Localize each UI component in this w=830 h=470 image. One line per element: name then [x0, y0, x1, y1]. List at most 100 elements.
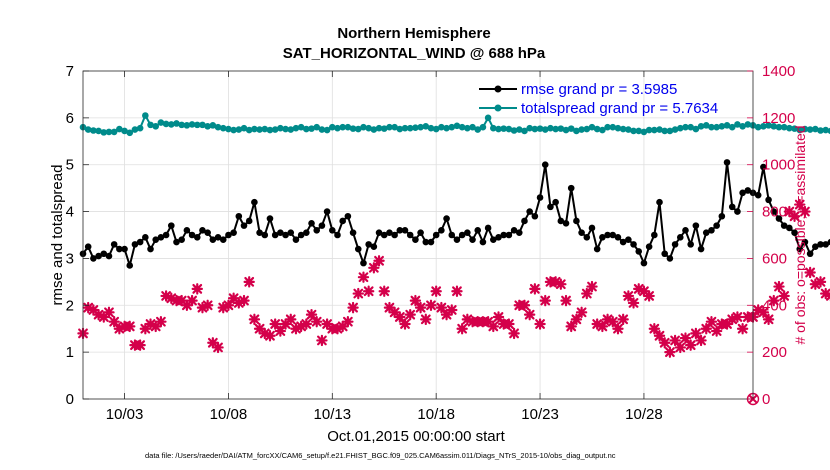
obs-assimilated-point: [690, 327, 702, 340]
obs-assimilated-point: [451, 285, 463, 297]
rmse-point: [578, 229, 585, 236]
obs-assimilated-point: [539, 294, 551, 307]
obs-assimilated-point: [150, 320, 162, 333]
totalspread-point: [375, 124, 383, 132]
totalspread-point: [588, 123, 596, 131]
totalspread-point: [391, 123, 398, 131]
rmse-point: [786, 224, 793, 232]
totalspread-point: [676, 124, 684, 132]
obs-assimilated-point: [264, 330, 276, 342]
obs-assimilated-point: [160, 290, 172, 302]
rmse-point: [178, 236, 185, 243]
rmse-point: [510, 227, 518, 234]
y-tick-label-right: 800: [762, 204, 787, 221]
totalspread-point: [142, 112, 149, 119]
obs-assimilated-point: [253, 323, 266, 335]
totalspread-point: [136, 124, 144, 132]
rmse-point: [323, 208, 331, 215]
obs-assimilated-point: [186, 294, 198, 307]
obs-assimilated-point: [243, 276, 255, 288]
chart-subtitle: SAT_HORIZONTAL_WIND @ 688 hPa: [283, 45, 546, 62]
rmse-point: [157, 234, 165, 241]
rmse-point: [588, 224, 596, 232]
rmse-point: [396, 227, 404, 234]
rmse-point: [116, 245, 123, 253]
rmse-point: [199, 227, 206, 234]
totalspread-point: [344, 123, 352, 131]
obs-assimilated-point: [601, 313, 614, 326]
totalspread-point: [230, 126, 237, 134]
totalspread-point: [682, 123, 689, 131]
totalspread-point: [812, 125, 819, 133]
totalspread-point: [380, 125, 388, 132]
obs-assimilated-point: [331, 323, 344, 335]
rmse-point: [354, 245, 362, 253]
obs-assimilated-point: [227, 292, 240, 304]
y-tick-label-left: 1: [66, 344, 74, 361]
obs-assimilated-point: [311, 315, 323, 328]
rmse-point: [676, 234, 684, 241]
x-axis-label: Oct.01,2015 00:00:00 start: [327, 428, 505, 445]
rmse-point: [780, 222, 788, 229]
x-tick-label: 10/18: [417, 406, 455, 423]
totalspread-point: [271, 126, 279, 133]
totalspread-point: [105, 128, 113, 136]
rmse-point: [214, 234, 222, 241]
obs-assimilated-point: [643, 290, 655, 302]
totalspread-point: [183, 122, 191, 129]
totalspread-point: [95, 127, 102, 135]
obs-assimilated-point: [321, 318, 333, 330]
obs-assimilated-point: [638, 285, 650, 297]
obs-assimilated-point: [461, 313, 474, 326]
rmse-point: [593, 245, 601, 253]
rmse-point: [500, 231, 507, 239]
totalspread-point: [261, 125, 269, 133]
rmse-point: [136, 238, 144, 246]
obs-assimilated-point: [295, 320, 307, 333]
obs-assimilated-point: [586, 280, 598, 293]
rmse-point: [121, 245, 128, 253]
rmse-point: [375, 229, 383, 236]
rmse-point: [365, 241, 372, 248]
obs-assimilated-point: [809, 278, 822, 290]
obs-assimilated-point: [165, 292, 177, 304]
obs-assimilated-point: [633, 283, 645, 295]
rmse-point: [760, 163, 767, 171]
obs-assimilated-point: [575, 306, 588, 319]
totalspread-point: [438, 123, 445, 131]
rmse-point: [505, 231, 513, 239]
obs-assimilated-point: [648, 323, 661, 335]
obs-assimilated-point: [508, 327, 520, 340]
obs-assimilated-point: [726, 313, 738, 326]
obs-assimilated-point: [695, 334, 707, 347]
rmse-point: [656, 198, 663, 206]
obs-assimilated-point: [622, 290, 635, 302]
totalspread-point: [578, 126, 585, 133]
obs-assimilated-point: [414, 301, 427, 314]
rmse-point: [775, 215, 783, 222]
rmse-point: [495, 234, 502, 241]
x-tick-label: 10/28: [625, 406, 663, 423]
obs-assimilated-point: [736, 323, 749, 335]
totalspread-point: [323, 126, 331, 134]
obs-assimilated-point: [316, 334, 328, 347]
totalspread-point: [354, 125, 362, 133]
rmse-point: [142, 234, 149, 241]
totalspread-point: [443, 124, 450, 132]
rmse-point: [562, 219, 570, 227]
rmse-point: [162, 231, 170, 239]
rmse-point: [801, 238, 809, 246]
totalspread-point: [760, 122, 767, 130]
rmse-point: [256, 229, 263, 236]
totalspread-point: [458, 123, 466, 131]
totalspread-point: [604, 123, 611, 131]
totalspread-point: [240, 124, 248, 132]
rmse-point: [666, 255, 674, 262]
totalspread-point: [484, 114, 492, 122]
rmse-point: [313, 227, 321, 234]
obs-assimilated-point: [207, 337, 219, 349]
rmse-point: [723, 159, 731, 166]
rmse-point: [339, 217, 346, 225]
rmse-point: [282, 231, 289, 239]
rmse-point: [334, 231, 341, 239]
